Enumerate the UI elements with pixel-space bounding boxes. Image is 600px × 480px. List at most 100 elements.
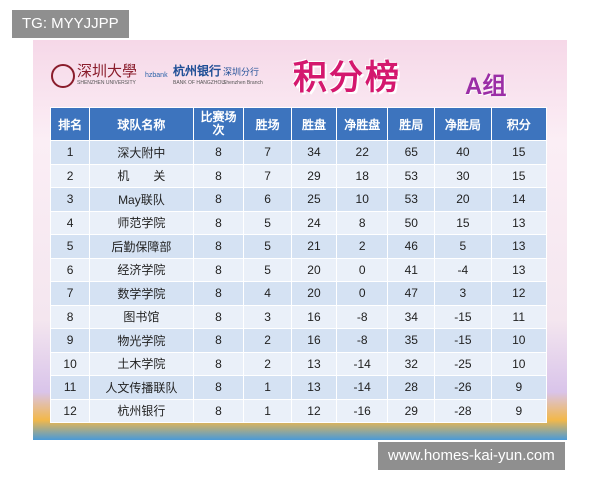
cell: 13 (490, 210, 548, 235)
cell: -14 (336, 351, 389, 376)
cell: 21 (290, 234, 338, 259)
team-name: 物光学院 (89, 328, 194, 353)
cell: 5 (243, 234, 292, 259)
cell: 9 (490, 398, 548, 423)
poster: 深圳大學 SHENZHEN UNIVERSITY hzbank 杭州银行 深圳分… (33, 40, 567, 440)
cell: 8 (192, 163, 245, 188)
cell: 13 (290, 351, 338, 376)
column-header: 球队名称 (89, 107, 194, 141)
cell: -14 (336, 375, 389, 400)
column-header: 胜局 (387, 107, 436, 141)
cell: 25 (290, 187, 338, 212)
cell: 8 (192, 351, 245, 376)
cell: 5 (243, 210, 292, 235)
team-name: 土木学院 (89, 351, 194, 376)
bank-en: BANK OF HANGZHOU (173, 80, 225, 86)
watermark: www.homes-kai-yun.com (378, 442, 565, 470)
cell: 2 (49, 163, 91, 188)
cell: 2 (243, 328, 292, 353)
university-name: 深圳大學 (77, 62, 138, 80)
cell: 20 (290, 257, 338, 282)
cell: -28 (434, 398, 492, 423)
table-row: 4 师范学院 8 5 24 8 50 15 13 (49, 210, 548, 235)
column-header: 比赛场次 (192, 107, 245, 141)
cell: 24 (290, 210, 338, 235)
cell: 34 (387, 304, 436, 329)
cell: 47 (387, 281, 436, 306)
team-name: May联队 (89, 187, 194, 212)
cell: 18 (336, 163, 389, 188)
cell: 13 (490, 257, 548, 282)
bank-short: hzbank (145, 72, 168, 79)
cell: 16 (290, 304, 338, 329)
cell: -8 (336, 328, 389, 353)
cell: 12 (290, 398, 338, 423)
table-row: 12 杭州银行 8 1 12 -16 29 -28 9 (49, 398, 548, 423)
cell: 2 (336, 234, 389, 259)
table-body: 1 深大附中 8 7 34 22 65 40 15 2 机 关 8 7 29 18 53 30 15 3 May联队 8… (49, 140, 548, 423)
cell: 50 (387, 210, 436, 235)
team-name: 机 关 (89, 163, 194, 188)
cell: 30 (434, 163, 492, 188)
cell: 3 (434, 281, 492, 306)
cell: 6 (243, 187, 292, 212)
table-row: 5 后勤保障部 8 5 21 2 46 5 13 (49, 234, 548, 259)
team-name: 图书馆 (89, 304, 194, 329)
team-name: 后勤保障部 (89, 234, 194, 259)
cell: 32 (387, 351, 436, 376)
standings-table: 排名 球队名称 比赛场次 胜场 胜盘 净胜盘 胜局 净胜局 积分 1 深大附中 8 7 34 22 65 40… (49, 107, 548, 423)
cell: 8 (192, 187, 245, 212)
cell: 15 (434, 210, 492, 235)
cell: 11 (490, 304, 548, 329)
header-row: 排名 球队名称 比赛场次 胜场 胜盘 净胜盘 胜局 净胜局 积分 (49, 107, 548, 141)
table-row: 6 经济学院 8 5 20 0 41 -4 13 (49, 257, 548, 282)
cell: 8 (192, 257, 245, 282)
cell: 65 (387, 140, 436, 165)
university-seal (51, 64, 75, 88)
cell: 4 (49, 210, 91, 235)
table-row: 8 图书馆 8 3 16 -8 34 -15 11 (49, 304, 548, 329)
cell: 8 (192, 398, 245, 423)
cell: 34 (290, 140, 338, 165)
cell: 8 (49, 304, 91, 329)
cell: 41 (387, 257, 436, 282)
cell: 1 (243, 375, 292, 400)
cell: 7 (243, 163, 292, 188)
cell: 5 (49, 234, 91, 259)
cell: 35 (387, 328, 436, 353)
cell: 13 (290, 375, 338, 400)
cell: -15 (434, 304, 492, 329)
watermark: TG: MYYJJPP (12, 10, 129, 38)
cell: 6 (49, 257, 91, 282)
cell: 7 (243, 140, 292, 165)
cell: 53 (387, 163, 436, 188)
cell: 8 (192, 210, 245, 235)
column-header: 胜盘 (290, 107, 338, 141)
cell: -16 (336, 398, 389, 423)
column-header: 净胜盘 (336, 107, 389, 141)
cell: -15 (434, 328, 492, 353)
cell: 22 (336, 140, 389, 165)
cell: 14 (490, 187, 548, 212)
cell: 46 (387, 234, 436, 259)
cell: 16 (290, 328, 338, 353)
cell: 9 (490, 375, 548, 400)
cell: 8 (192, 140, 245, 165)
cell: 15 (490, 140, 548, 165)
cell: 28 (387, 375, 436, 400)
cell: 10 (336, 187, 389, 212)
cell: 10 (490, 351, 548, 376)
column-header: 排名 (49, 107, 91, 141)
cell: 53 (387, 187, 436, 212)
cell: 1 (243, 398, 292, 423)
team-name: 深大附中 (89, 140, 194, 165)
branch-name: 深圳分行 (223, 67, 260, 77)
bank-name: 杭州银行 (173, 64, 222, 78)
cell: 3 (243, 304, 292, 329)
cell: 1 (49, 140, 91, 165)
university-en: SHENZHEN UNIVERSITY (77, 80, 136, 86)
cell: 20 (434, 187, 492, 212)
table-row: 9 物光学院 8 2 16 -8 35 -15 10 (49, 328, 548, 353)
